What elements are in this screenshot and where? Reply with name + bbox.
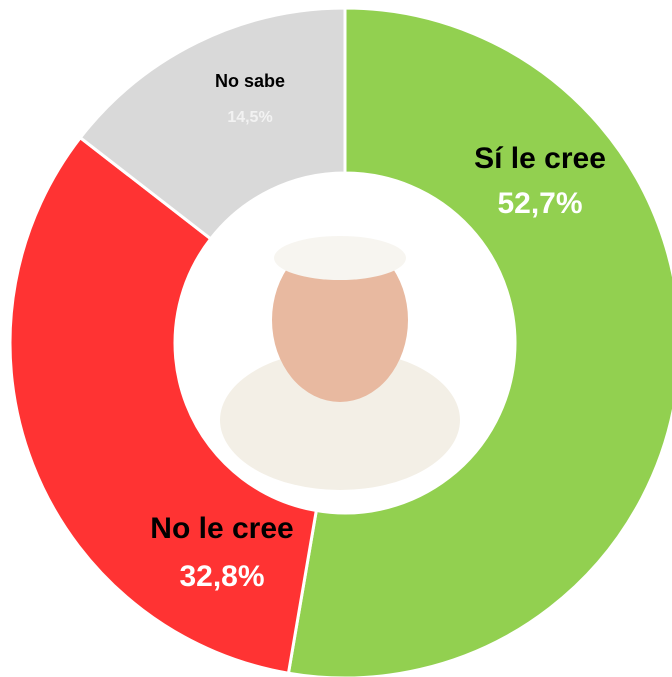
chart: Sí le cree 52,7% No le cree 32,8% No sabe 14,… [0,0,672,677]
value-label: 14,5% [227,109,272,126]
slice-label: No le cree [150,512,293,545]
value-label: 52,7% [497,187,582,220]
page: Sí le cree 52,7% No le cree 32,8% No sabe 14,… [0,0,672,677]
slice-label: Sí le cree [474,142,606,175]
slice-label: No sabe [215,71,285,91]
value-label: 32,8% [179,560,264,593]
